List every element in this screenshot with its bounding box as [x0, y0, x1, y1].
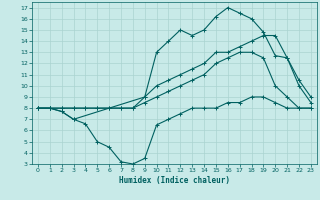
X-axis label: Humidex (Indice chaleur): Humidex (Indice chaleur) — [119, 176, 230, 185]
